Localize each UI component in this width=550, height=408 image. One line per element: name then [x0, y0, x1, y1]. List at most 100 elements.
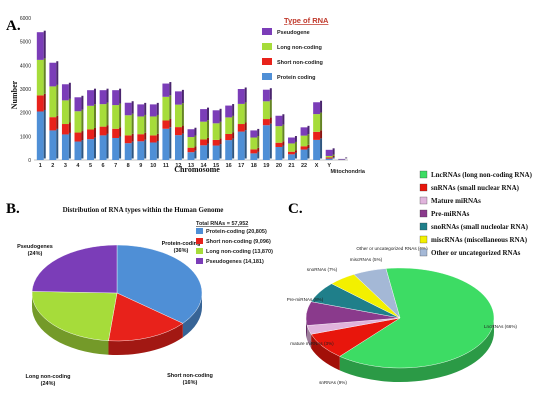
bar-legend-label: Protein coding — [277, 75, 316, 81]
bar-segment — [225, 105, 233, 118]
bar-legend-label: Short non-coding — [277, 60, 323, 66]
bar-series-group — [36, 30, 348, 160]
pie-c-legend-label: snoRNAs (small nucleolar RNA) — [431, 223, 529, 231]
pie-chart-rna-types: Distribution of RNA types within the Hum… — [17, 206, 273, 387]
bar-segment — [162, 120, 170, 129]
bar-segment-side — [307, 125, 310, 135]
pie-c-legend: LncRNAs (long non-coding RNA) snRNAs (sma… — [419, 170, 533, 257]
bar-segment-side — [68, 98, 71, 123]
bar-x-tick-label: 16 — [226, 163, 232, 169]
bar-segment — [61, 84, 69, 101]
pie-c-legend-swatch — [419, 248, 428, 257]
pie-b-slice — [31, 244, 118, 294]
bar-segment-side — [207, 143, 210, 159]
bar-segment-side — [332, 148, 335, 155]
bar-segment-side — [307, 148, 310, 159]
pie-c-slice-label: snRNAs (9%) — [319, 380, 347, 385]
bar-segment — [313, 114, 321, 132]
bar-segment-side — [257, 136, 260, 148]
bar-x-tick-label: Y — [327, 163, 331, 169]
bar-segment — [288, 151, 295, 155]
bar-segment — [112, 137, 120, 160]
bar-segment-side — [294, 150, 297, 153]
bar-segment — [174, 104, 182, 128]
bar-segment — [237, 103, 245, 125]
bar-segment — [61, 100, 69, 125]
bar-x-tick-label: 13 — [188, 163, 194, 169]
bar-segment-side — [81, 95, 84, 110]
bar-segment — [49, 86, 57, 118]
bar-segment-side — [282, 124, 285, 142]
bar-segment — [137, 141, 145, 160]
bar-segment-side — [320, 138, 323, 159]
bar-segment — [275, 115, 283, 127]
bar-x-tick-label: 17 — [238, 163, 244, 169]
pie-b-slice — [116, 244, 203, 324]
bar-x-tick-label: 2 — [51, 163, 54, 169]
pie-b-legend-swatch — [196, 248, 203, 254]
bar-segment — [212, 110, 220, 124]
bar-segment — [124, 135, 132, 144]
bar-segment-side — [144, 114, 147, 133]
pie-c-slice — [339, 267, 495, 369]
pie-c-labels: LncRNAs (66%) snRNAs (9%) mature miRNAs (3… — [287, 246, 518, 385]
bar-segment-side — [106, 88, 109, 103]
pie-b-legend-swatch — [196, 228, 203, 234]
pie-c-slice-side — [311, 334, 340, 371]
pie-b-total-label: Total RNAs = 57,952 — [196, 221, 248, 227]
bar-x-tick-label: 10 — [150, 163, 156, 169]
bar-segment-side — [269, 123, 272, 159]
bar-segment — [237, 89, 245, 104]
bar-segment — [162, 83, 170, 97]
bar-y-tick-label: 6000 — [20, 16, 31, 22]
bar-segment — [124, 115, 132, 136]
bar-segment — [187, 152, 195, 160]
bar-segment-side — [169, 127, 172, 159]
bar-segment-side — [232, 104, 235, 116]
bar-segment — [187, 137, 195, 148]
bar-y-tick-label: 4000 — [20, 63, 31, 69]
bar-segment-side — [106, 102, 109, 126]
pie-b-slice — [108, 292, 184, 342]
bar-segment — [288, 143, 295, 152]
pie-b-legend-label: Short non-coding (9,096) — [206, 239, 271, 245]
bar-segment-side — [119, 136, 122, 159]
pie-c-legend-swatch — [419, 183, 428, 192]
pie-b-slice-label: Long non-coding — [26, 374, 71, 380]
bar-segment — [275, 146, 283, 160]
bar-segment-side — [282, 141, 285, 146]
bar-segment-side — [244, 122, 247, 131]
bar-x-tick-label: 19 — [263, 163, 269, 169]
bar-segment — [325, 158, 333, 160]
bar-segment-side — [320, 130, 323, 139]
bar-segment — [288, 137, 295, 144]
bar-segment-side — [345, 157, 348, 158]
bar-segment — [250, 137, 258, 150]
bar-x-tick-label: 7 — [114, 163, 117, 169]
pie-c-slices — [305, 267, 495, 382]
bar-segment-side — [169, 118, 172, 128]
bar-segment-side — [93, 104, 96, 128]
bar-segment-side — [307, 134, 310, 145]
pie-b-slice — [31, 291, 118, 341]
bar-segment-side — [131, 133, 134, 142]
bar-segment — [300, 146, 308, 150]
bar-legend-label: Long non-coding — [277, 45, 322, 51]
bar-x-tick-label: 15 — [213, 163, 219, 169]
bar-segment — [49, 117, 57, 131]
bar-segment-side — [219, 108, 222, 122]
pie-b-legend-label: Protein-coding (20,805) — [206, 229, 267, 235]
bar-segment-side — [332, 154, 335, 156]
bar-segment — [124, 143, 132, 160]
pie-c-slice-label: LncRNAs (66%) — [484, 324, 517, 329]
bar-segment — [313, 102, 321, 115]
bar-segment — [250, 130, 258, 138]
pie-c-slice-label: mature miRNAs (3%) — [290, 341, 334, 346]
bar-segment — [212, 139, 220, 146]
bar-segment-side — [232, 132, 235, 139]
bar-x-tick-label: 9 — [139, 163, 142, 169]
bar-segment — [212, 123, 220, 140]
bar-segment-side — [257, 151, 260, 159]
bar-y-tick-label: 1000 — [20, 134, 31, 140]
